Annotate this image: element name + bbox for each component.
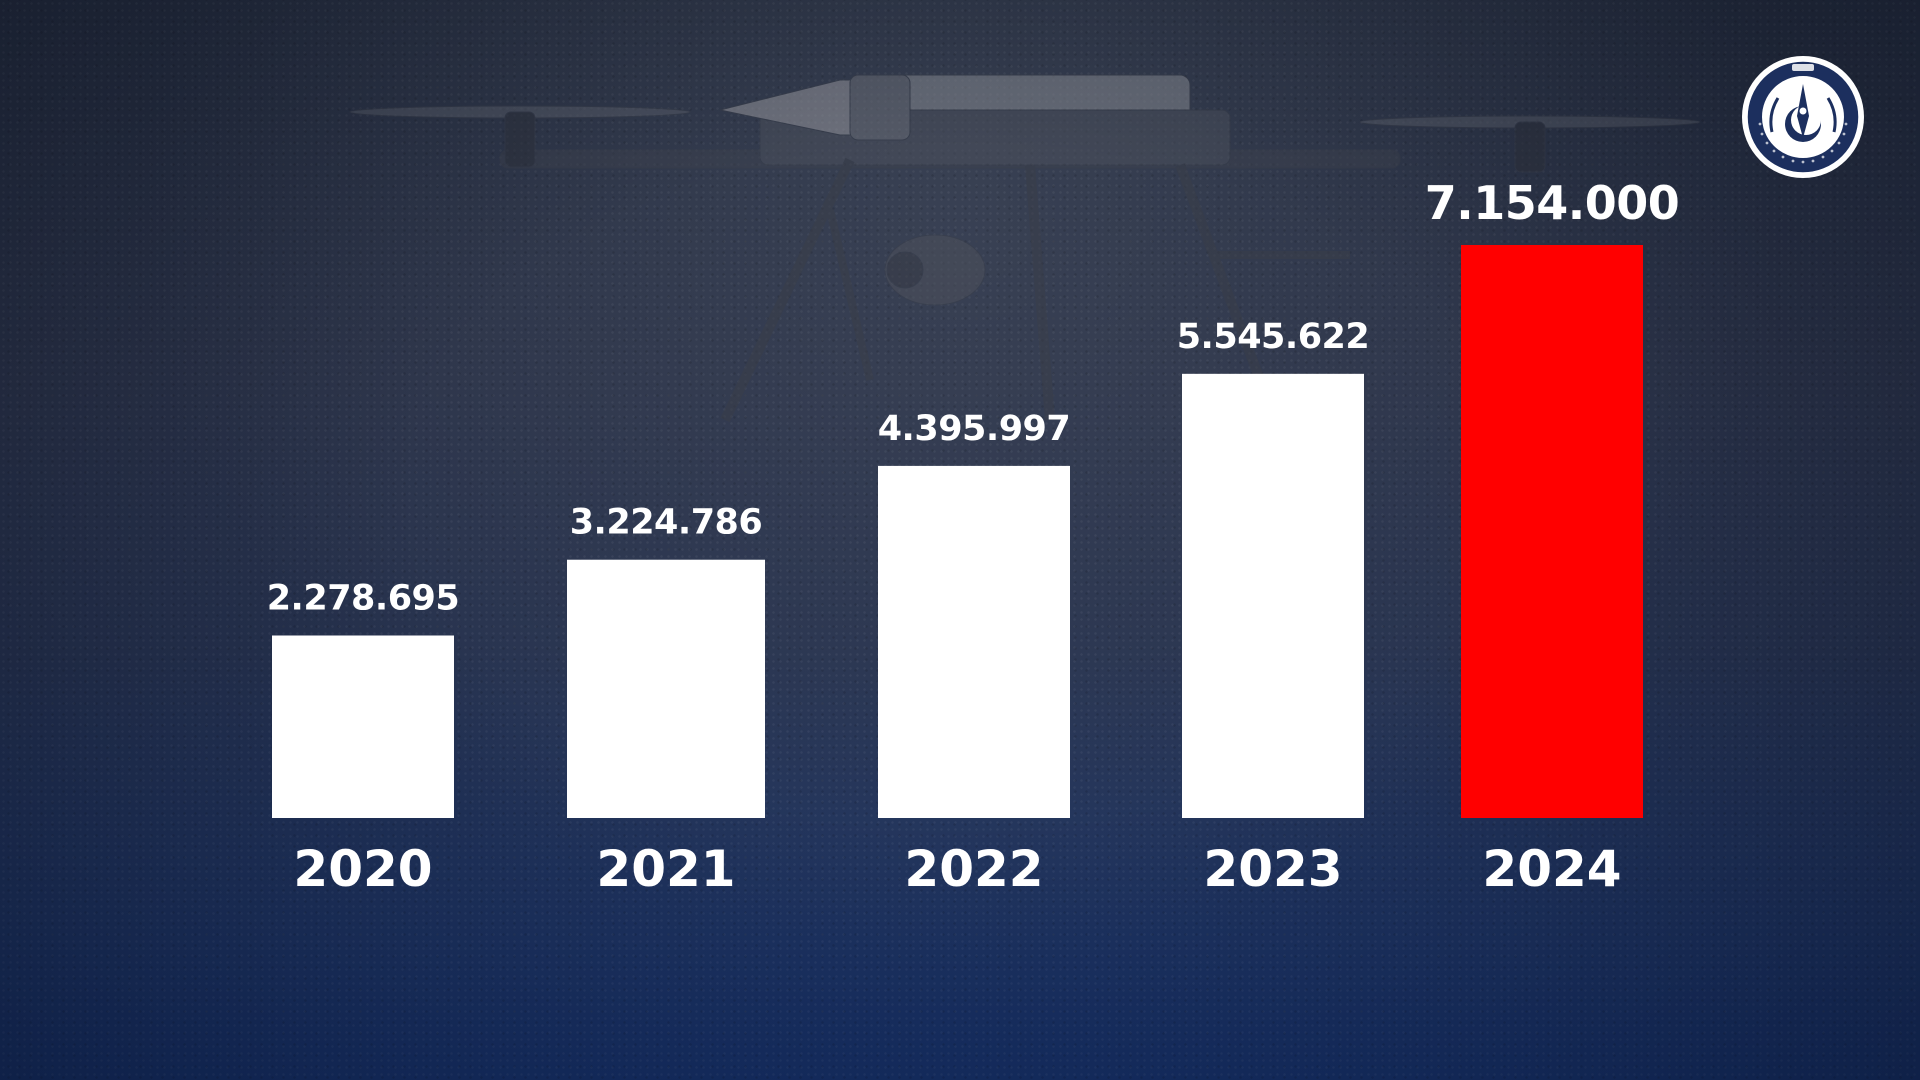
ssb-emblem-icon: SSB SAVUNMA SANAYİİ BAŞKANLIĞI bbox=[1740, 54, 1866, 180]
year-label-2023: 2023 bbox=[1203, 840, 1342, 898]
year-label-2022: 2022 bbox=[904, 840, 1043, 898]
value-label-2024: 7.154.000 bbox=[1425, 176, 1680, 230]
bar-2022 bbox=[878, 465, 1070, 818]
bar-2024 bbox=[1461, 245, 1643, 818]
value-label-2020: 2.278.695 bbox=[267, 578, 460, 618]
bar-2021 bbox=[567, 559, 765, 818]
value-label-2021: 3.224.786 bbox=[570, 503, 763, 543]
value-label-2022: 4.395.997 bbox=[878, 409, 1071, 449]
bar-2023 bbox=[1182, 373, 1364, 818]
drone-background-image bbox=[349, 74, 1701, 423]
bar-2020 bbox=[272, 635, 454, 818]
year-label-2024: 2024 bbox=[1482, 840, 1621, 898]
value-label-2023: 5.545.622 bbox=[1177, 317, 1370, 357]
year-label-2021: 2021 bbox=[596, 840, 735, 898]
year-label-2020: 2020 bbox=[293, 840, 432, 898]
